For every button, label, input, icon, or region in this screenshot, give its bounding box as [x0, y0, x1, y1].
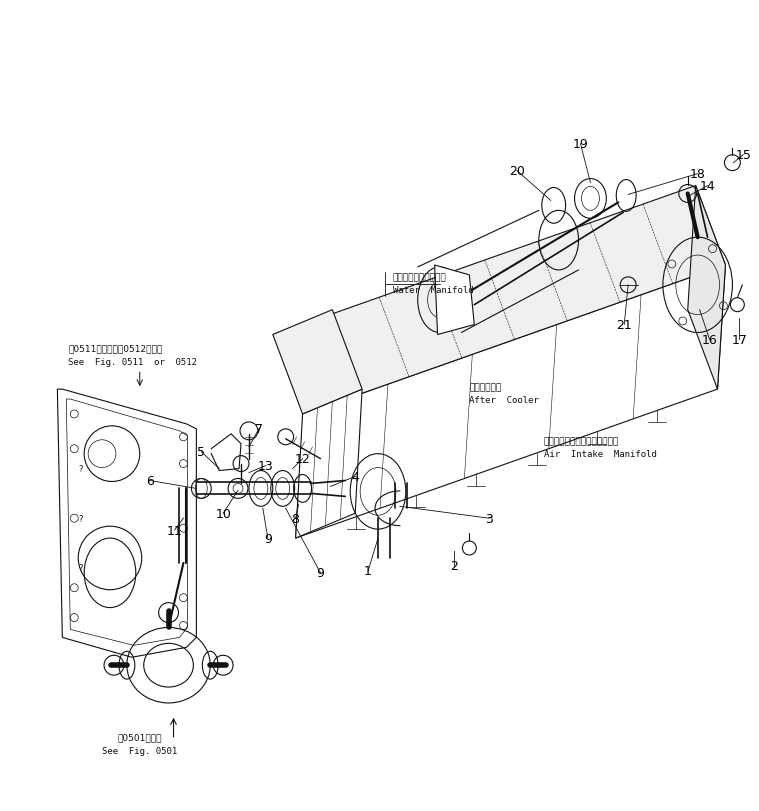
Text: After  Cooler: After Cooler [469, 395, 539, 404]
Text: 8: 8 [291, 512, 300, 525]
Text: 20: 20 [509, 165, 525, 178]
Text: 9: 9 [317, 567, 324, 580]
Text: Water  Manifold: Water Manifold [393, 286, 474, 295]
Text: 17: 17 [732, 333, 748, 346]
Text: アフタクーラ: アフタクーラ [469, 383, 502, 393]
Polygon shape [295, 266, 726, 539]
Text: 第0501図参照: 第0501図参照 [118, 732, 162, 741]
Text: ウォータマニホールド: ウォータマニホールド [393, 273, 446, 282]
Polygon shape [274, 187, 726, 414]
Text: 3: 3 [485, 512, 493, 525]
Polygon shape [295, 389, 362, 539]
Text: 21: 21 [616, 319, 632, 332]
Text: 5: 5 [197, 445, 206, 458]
Polygon shape [272, 311, 362, 414]
Text: 19: 19 [572, 138, 588, 151]
Text: ?: ? [78, 514, 83, 523]
Text: See  Fig. 0501: See Fig. 0501 [102, 746, 178, 755]
Polygon shape [688, 187, 726, 389]
Text: 13: 13 [258, 460, 274, 473]
Text: 第0511図または第0512図参照: 第0511図または第0512図参照 [68, 344, 162, 353]
Text: 15: 15 [735, 149, 751, 162]
Text: 11: 11 [167, 524, 182, 537]
Text: 6: 6 [146, 474, 153, 487]
Text: 9: 9 [264, 532, 272, 545]
Text: Air  Intake  Manifold: Air Intake Manifold [543, 449, 657, 458]
Text: 1: 1 [364, 564, 372, 577]
Text: ?: ? [78, 465, 83, 474]
Text: 2: 2 [451, 560, 458, 573]
Text: 4: 4 [351, 470, 359, 483]
Text: 16: 16 [701, 333, 717, 346]
Text: See  Fig. 0511  or  0512: See Fig. 0511 or 0512 [68, 358, 197, 367]
Text: 12: 12 [294, 453, 310, 466]
Text: 14: 14 [700, 180, 716, 193]
Polygon shape [435, 266, 474, 335]
Polygon shape [58, 389, 197, 658]
Text: 10: 10 [216, 507, 231, 520]
Text: 18: 18 [690, 168, 706, 181]
Text: 7: 7 [255, 423, 263, 436]
Text: エアーインテークマニホールド: エアーインテークマニホールド [543, 436, 619, 446]
Text: ?: ? [78, 564, 83, 573]
